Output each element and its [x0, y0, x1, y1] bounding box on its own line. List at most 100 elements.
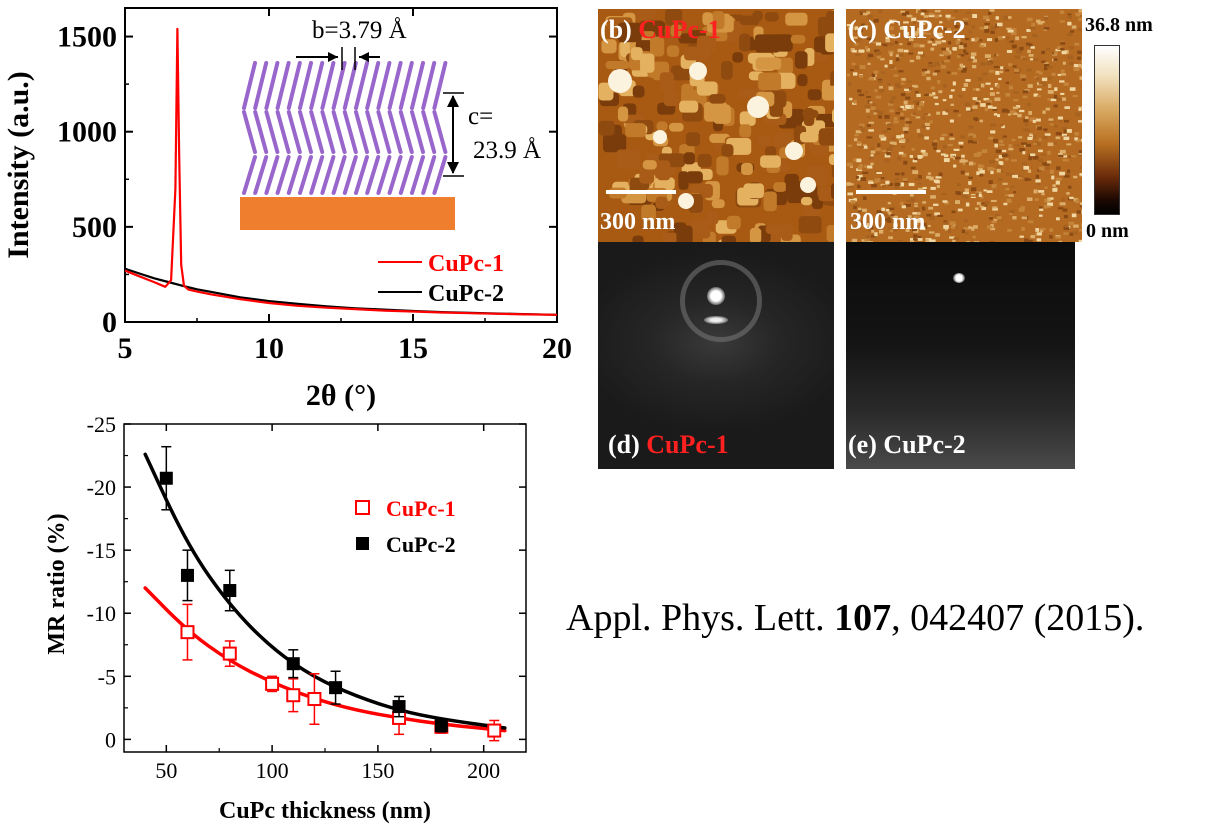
afm-fine-grain: [1069, 46, 1074, 50]
afm-fine-grain: [904, 117, 910, 121]
afm-fine-grain: [963, 226, 969, 230]
b-arrowhead-right: [359, 52, 369, 62]
afm-fine-grain: [906, 14, 912, 18]
afm-fine-grain: [916, 55, 921, 60]
afm-fine-grain: [942, 51, 949, 55]
xrd-y-tick-label: 0: [102, 306, 117, 339]
afm-fine-grain: [1061, 197, 1066, 202]
afm-fine-grain: [888, 50, 894, 54]
afm-fine-grain: [1074, 132, 1080, 136]
afm-fine-grain: [901, 205, 906, 209]
panel-d-sample: CuPc-1: [646, 430, 729, 459]
afm-fine-grain: [930, 47, 935, 51]
cupc-molecule: [387, 155, 403, 195]
afm-fine-grain: [863, 146, 868, 149]
afm-fine-grain: [906, 121, 912, 124]
afm-fine-grain: [870, 154, 874, 157]
afm-fine-grain: [934, 61, 941, 66]
afm-fine-grain: [927, 224, 931, 227]
afm-fine-grain: [1078, 120, 1082, 123]
afm-fine-grain: [980, 45, 984, 48]
afm-fine-grain: [990, 30, 995, 34]
afm-fine-grain: [1032, 119, 1036, 123]
afm-fine-grain: [1050, 197, 1054, 200]
afm-bright-grain: [678, 193, 694, 209]
afm-fine-grain: [1066, 129, 1072, 133]
afm-fine-grain: [953, 19, 959, 24]
afm-fine-grain: [913, 217, 918, 221]
afm-fine-grain: [874, 89, 878, 93]
afm-fine-grain: [1061, 50, 1067, 55]
cupc-molecule: [253, 110, 269, 154]
afm-fine-grain: [873, 70, 879, 74]
afm-fine-grain: [856, 141, 861, 144]
xrd-chart: 5 10 15 20 0 500 1000 1500 CuPc-1 CuPc-2 b=3.79 …: [2, 7, 572, 412]
afm-fine-grain: [959, 23, 966, 28]
afm-fine-grain: [881, 71, 885, 74]
afm-fine-grain: [1066, 192, 1070, 195]
afm-fine-grain: [1022, 57, 1028, 61]
afm-fine-grain: [1030, 46, 1035, 49]
mr-legend: CuPc-1 CuPc-2: [355, 496, 456, 557]
afm-fine-grain: [892, 18, 897, 22]
afm-fine-grain: [902, 178, 908, 182]
afm-fine-grain: [973, 117, 978, 121]
afm-fine-grain: [874, 178, 881, 183]
afm-fine-grain: [961, 194, 966, 198]
afm-fine-grain: [873, 111, 877, 115]
cupc-molecule: [286, 61, 302, 110]
afm-fine-grain: [1059, 80, 1065, 83]
afm-fine-grain: [963, 83, 968, 87]
afm-fine-grain: [957, 38, 961, 43]
cupc-molecule: [398, 155, 414, 195]
afm-fine-grain: [963, 191, 969, 195]
afm-grain: [732, 52, 744, 63]
afm-fine-grain: [1047, 202, 1054, 207]
afm-fine-grain: [1051, 175, 1055, 180]
afm-fine-grain: [900, 112, 904, 116]
afm-fine-grain: [931, 64, 936, 67]
afm-fine-grain: [936, 184, 940, 189]
afm-fine-grain: [972, 225, 978, 229]
afm-fine-grain: [941, 40, 946, 43]
afm-fine-grain: [1027, 84, 1033, 88]
afm-fine-grain: [866, 48, 870, 52]
afm-fine-grain: [954, 30, 959, 34]
cupc-molecule: [253, 61, 269, 110]
afm-fine-grain: [1039, 206, 1043, 211]
afm-fine-grain: [990, 160, 996, 163]
afm-fine-grain: [1067, 21, 1072, 26]
afm-grain: [639, 166, 655, 184]
afm-fine-grain: [956, 191, 962, 196]
afm-fine-grain: [950, 89, 955, 92]
afm-fine-grain: [1001, 153, 1008, 158]
afm-fine-grain: [944, 201, 950, 205]
afm-fine-grain: [1048, 118, 1054, 121]
afm-fine-grain: [868, 229, 872, 233]
afm-grain: [704, 101, 728, 122]
afm-fine-grain: [936, 149, 941, 153]
afm-fine-grain: [917, 187, 924, 192]
afm-fine-grain: [861, 239, 865, 242]
afm-fine-grain: [971, 25, 976, 29]
afm-fine-grain: [1037, 158, 1044, 162]
afm-fine-grain: [1075, 112, 1081, 117]
mr-legend-label-cupc-2: CuPc-2: [386, 532, 456, 557]
afm-fine-grain: [1008, 194, 1014, 197]
afm-fine-grain: [1046, 47, 1051, 51]
afm-fine-grain: [890, 214, 895, 217]
afm-fine-grain: [847, 144, 852, 147]
afm-fine-grain: [1005, 188, 1010, 191]
afm-fine-grain: [1019, 235, 1024, 238]
xrd-legend-label-cupc-1: CuPc-1: [428, 251, 504, 277]
afm-fine-grain: [877, 78, 883, 81]
afm-fine-grain: [958, 45, 964, 49]
afm-fine-grain: [958, 42, 963, 45]
afm-fine-grain: [953, 148, 960, 151]
afm-fine-grain: [887, 219, 892, 223]
afm-fine-grain: [862, 196, 867, 201]
afm-fine-grain: [940, 65, 947, 69]
mr-x-axis-label: CuPc thickness (nm): [219, 798, 431, 824]
afm-fine-grain: [1032, 135, 1036, 139]
afm-grain: [679, 100, 699, 113]
